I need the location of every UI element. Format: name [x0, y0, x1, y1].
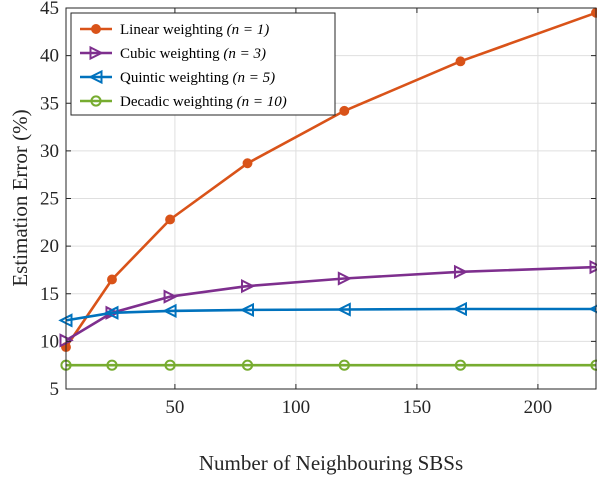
y-tick-label: 10: [40, 331, 59, 352]
y-axis-label: Estimation Error (%): [8, 109, 32, 286]
legend-item: Cubic weighting (n = 3): [80, 45, 266, 62]
data-point: [242, 158, 253, 169]
legend-label: Linear weighting (n = 1): [120, 22, 269, 38]
data-point: [163, 289, 178, 304]
legend-marker: [91, 24, 101, 34]
data-point: [162, 303, 177, 319]
data-point: [165, 214, 176, 225]
data-point: [339, 105, 350, 116]
data-point: [455, 56, 466, 67]
y-tick-label: 40: [40, 46, 59, 67]
data-point: [338, 359, 350, 371]
legend-item: Quintic weighting (n = 5): [80, 69, 275, 86]
data-point: [106, 359, 118, 371]
series-line: [65, 307, 596, 322]
data-point: [452, 301, 467, 317]
legend: Linear weighting (n = 1) Cubic weighting …: [70, 12, 336, 116]
y-tick-label: 5: [50, 379, 60, 400]
legend-marker: [90, 95, 102, 107]
y-tick-label: 15: [40, 284, 59, 305]
legend-item: Decadic weighting (n = 10): [80, 94, 287, 110]
data-point: [239, 302, 255, 318]
data-point: [337, 271, 353, 286]
x-tick-label: 50: [165, 397, 184, 418]
y-tick-label: 25: [40, 189, 59, 210]
legend-label: Cubic weighting (n = 3): [120, 46, 266, 62]
x-axis-label: Number of Neighbouring SBSs: [199, 451, 463, 475]
y-tick-label: 45: [40, 0, 59, 19]
data-point: [454, 359, 467, 371]
y-tick-label: 35: [40, 93, 59, 114]
legend-item: Linear weighting (n = 1): [80, 22, 269, 38]
y-tick-label: 20: [40, 236, 59, 257]
legend-marker: [89, 45, 104, 61]
legend-box: [70, 12, 336, 116]
x-tick-label: 100: [282, 397, 311, 418]
x-tick-label: 150: [403, 397, 432, 418]
legend-marker: [88, 69, 103, 85]
x-tick-label: 200: [524, 397, 553, 418]
data-point: [164, 359, 176, 371]
legend-label: Decadic weighting (n = 10): [120, 94, 287, 110]
tick-layer: 50 100 150 200 5 10 15 20 25 30 35 40 45: [40, 0, 596, 418]
data-point: [336, 302, 351, 317]
data-point: [107, 274, 117, 285]
data-point: [453, 264, 469, 279]
data-point: [104, 305, 119, 320]
y-tick-label: 30: [40, 141, 59, 162]
data-point: [241, 359, 254, 371]
legend-label: Quintic weighting (n = 5): [120, 70, 275, 86]
data-point: [241, 279, 256, 294]
